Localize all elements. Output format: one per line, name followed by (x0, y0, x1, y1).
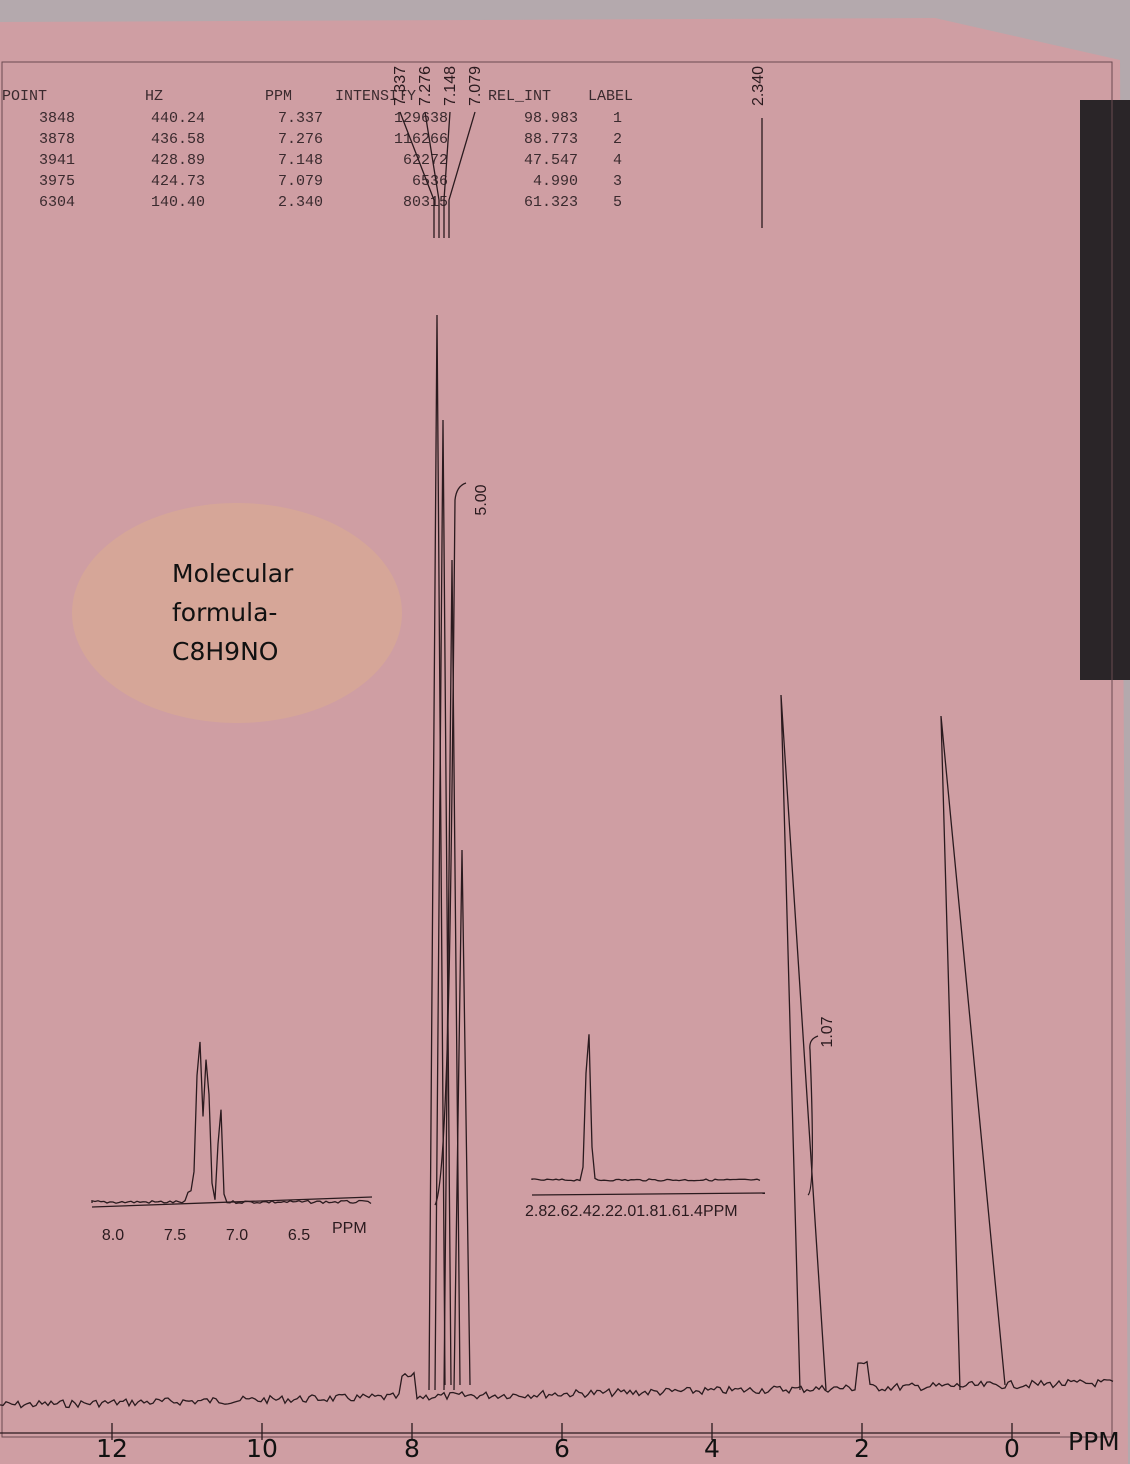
table-cell: 436.58 (151, 131, 205, 148)
inset-spectrum (531, 1034, 761, 1182)
table-cell: 4 (613, 152, 622, 169)
inset-axis (531, 1192, 766, 1196)
spectrum-baseline (0, 1360, 1114, 1409)
spectrum-peak (434, 419, 452, 1391)
table-cell: 88.773 (524, 131, 578, 148)
table-cell: 7.337 (278, 110, 323, 127)
axis-tick-label: 8 (404, 1434, 420, 1463)
table-cell: 116266 (394, 131, 448, 148)
table-cell: 3878 (39, 131, 75, 148)
spectrum-peak (453, 849, 471, 1391)
peak-label-leader (399, 111, 435, 238)
paper (0, 18, 1128, 1464)
spectrum-peak (443, 559, 461, 1391)
axis-unit: PPM (1068, 1427, 1120, 1456)
table-cell: 440.24 (151, 110, 205, 127)
integral-label: 5.00 (473, 484, 490, 515)
table-cell: 3941 (39, 152, 75, 169)
table-header: PPM (265, 88, 292, 105)
table-cell: 47.547 (524, 152, 578, 169)
table-cell: 3848 (39, 110, 75, 127)
peak-label-leader (443, 111, 451, 238)
inset-axis-label: 2.82.62.42.22.01.81.61.4PPM (525, 1203, 738, 1220)
plot-frame (1, 61, 1113, 1438)
table-cell: 98.983 (524, 110, 578, 127)
axis-tick-label: 0 (1004, 1434, 1020, 1463)
table-cell: 424.73 (151, 173, 205, 190)
table-header: INTENSITY (335, 88, 416, 105)
table-cell: 5 (613, 194, 622, 211)
spectrum-peak (780, 694, 827, 1391)
axis-tick-label: 4 (704, 1434, 720, 1463)
spectrum-peak (940, 715, 1006, 1391)
inset-spectrum (91, 1041, 372, 1205)
table-header: LABEL (588, 88, 633, 105)
table-cell: 2.340 (278, 194, 323, 211)
inset-axis (91, 1196, 373, 1208)
table-cell: 129638 (394, 110, 448, 127)
table-cell: 80315 (403, 194, 448, 211)
inset-tick-label: 7.0 (226, 1227, 248, 1244)
peak-label: 7.337 (392, 66, 409, 106)
axis-tick-label: 2 (854, 1434, 870, 1463)
table-header: HZ (145, 88, 163, 105)
table-cell: 6536 (412, 173, 448, 190)
axis-tick-label: 6 (554, 1434, 570, 1463)
table-cell: 62272 (403, 152, 448, 169)
peak-label: 7.148 (442, 66, 459, 106)
axis-tick-label: 12 (96, 1434, 128, 1463)
peak-label: 7.276 (417, 66, 434, 106)
table-cell: 1 (613, 110, 622, 127)
axis-tick-label: 10 (246, 1434, 278, 1463)
table-cell: 7.079 (278, 173, 323, 190)
table-cell: 3 (613, 173, 622, 190)
peak-label-leader (448, 111, 476, 238)
annotation-text: formula- (172, 598, 277, 627)
inset-tick-label: 6.5 (288, 1227, 310, 1244)
table-cell: 61.323 (524, 194, 578, 211)
integral-label: 1.07 (819, 1016, 836, 1047)
table-cell: 3975 (39, 173, 75, 190)
inset-tick-label: 8.0 (102, 1227, 124, 1244)
integral-curve (807, 1035, 819, 1196)
table-cell: 4.990 (533, 173, 578, 190)
annotation-text: Molecular (172, 559, 294, 588)
dark-object (1080, 100, 1130, 680)
annotation-oval (72, 503, 402, 723)
peak-label: 2.340 (750, 66, 767, 106)
table-cell: 7.276 (278, 131, 323, 148)
table-cell: 140.40 (151, 194, 205, 211)
spectrum-peak (428, 314, 446, 1391)
annotation-text: C8H9NO (172, 637, 278, 666)
inset-unit: PPM (332, 1220, 367, 1237)
peak-label: 7.079 (467, 66, 484, 106)
table-cell: 428.89 (151, 152, 205, 169)
peak-label-leader (424, 111, 440, 238)
table-header: REL_INT (488, 88, 551, 105)
table-cell: 6304 (39, 194, 75, 211)
table-header: POINT (2, 88, 47, 105)
table-cell: 7.148 (278, 152, 323, 169)
table-cell: 2 (613, 131, 622, 148)
content: POINT HZ PPM INTENSITY REL_INT LABEL 3848 440.2… (0, 66, 1120, 1463)
inset-tick-label: 7.5 (164, 1227, 186, 1244)
